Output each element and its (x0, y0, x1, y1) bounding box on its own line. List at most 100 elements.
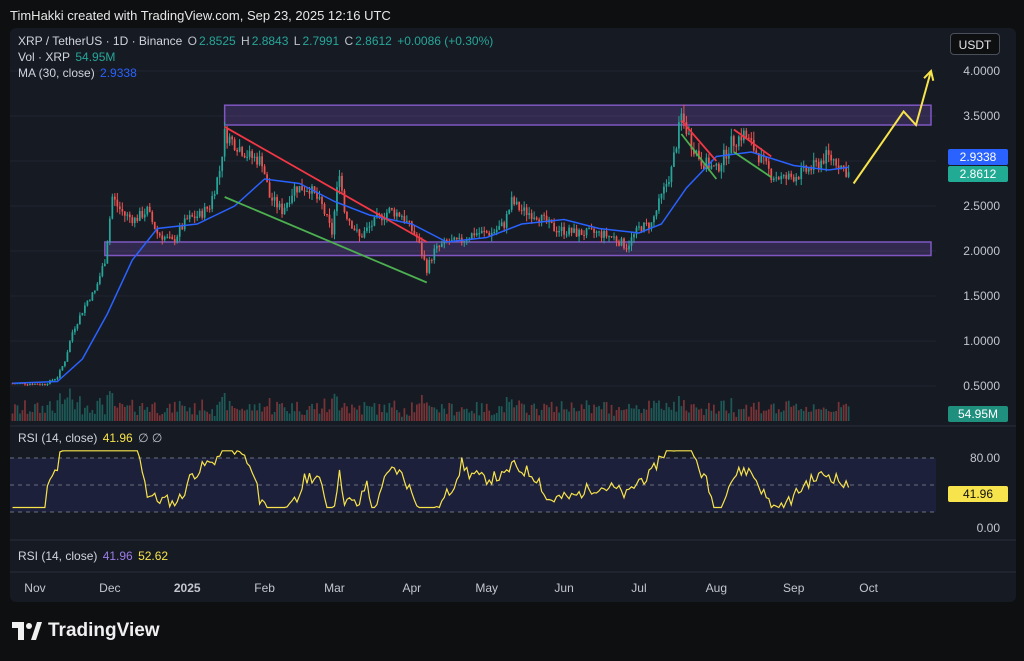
volume-bar (510, 399, 513, 421)
candle-body (685, 121, 688, 135)
candle-body (158, 233, 161, 236)
candle-body (328, 214, 331, 223)
volume-bar (11, 413, 14, 421)
close-value: 2.8612 (355, 34, 392, 48)
volume-bar (291, 403, 293, 421)
volume-bar (608, 413, 610, 421)
candle-body (717, 163, 720, 172)
candle-body (540, 214, 543, 223)
candle-body (296, 186, 298, 193)
volume-bar (797, 410, 800, 421)
volume-bar (503, 412, 506, 421)
volume-label[interactable]: Vol · XRP (18, 50, 71, 64)
candle-body (11, 383, 14, 385)
tradingview-logo[interactable]: TradingView (12, 620, 160, 642)
candle-body (800, 167, 803, 180)
volume-bar (418, 403, 421, 421)
volume-bar (618, 407, 620, 421)
volume-bar (473, 413, 476, 421)
candle-body (81, 312, 84, 316)
volume-bar (580, 404, 583, 421)
candle-body (817, 161, 820, 169)
rsi2-label[interactable]: RSI (14, close) (18, 549, 98, 563)
candle-body (785, 175, 788, 179)
volume-bar (293, 411, 296, 421)
volume-bar (560, 401, 563, 421)
volume-bar (533, 403, 536, 421)
candle-body (156, 229, 159, 234)
volume-bar (251, 410, 253, 421)
volume-bar (485, 403, 488, 421)
candlestick-chart[interactable]: 4.00003.50003.00002.50002.00001.50001.00… (10, 28, 1016, 602)
candle-body (143, 214, 146, 218)
volume-bar (81, 414, 84, 421)
candle-body (715, 163, 718, 166)
chart-panel[interactable]: 4.00003.50003.00002.50002.00001.50001.00… (10, 28, 1016, 602)
volume-bar (785, 401, 788, 421)
volume-bar (817, 408, 820, 421)
volume-bar (460, 407, 463, 421)
volume-bar (645, 409, 648, 421)
candle-body (131, 217, 134, 224)
candle-body (391, 207, 393, 210)
candle-body (810, 168, 813, 171)
rsi-value: 41.96 (102, 431, 133, 445)
volume-bar (653, 400, 655, 421)
volume-bar (186, 411, 189, 421)
volume-bar (745, 404, 748, 421)
volume-bar (613, 415, 615, 421)
candle-body (191, 215, 194, 217)
volume-bar (443, 408, 446, 421)
candle-body (698, 150, 700, 159)
candle-body (458, 237, 461, 240)
volume-bar (490, 415, 493, 421)
candle-body (153, 221, 156, 230)
volume-bar (553, 411, 555, 421)
volume-bar (715, 413, 718, 421)
volume-bar (263, 406, 266, 421)
volume-bar (740, 409, 743, 421)
volume-bar (341, 407, 343, 421)
rsi-label[interactable]: RSI (14, close) (18, 431, 98, 445)
candle-body (508, 209, 511, 214)
candle-body (348, 218, 351, 222)
candle-body (683, 113, 685, 122)
symbol-label[interactable]: XRP / TetherUS · 1D · Binance (18, 34, 183, 48)
volume-bar (106, 395, 109, 421)
candle-body (653, 216, 655, 223)
currency-button[interactable]: USDT (950, 33, 1000, 55)
volume-bar (835, 410, 838, 421)
candle-body (465, 240, 468, 242)
candle-body (148, 206, 151, 212)
volume-bar (425, 402, 428, 421)
rsi-axis-label: 80.00 (970, 451, 1000, 465)
candle-body (538, 219, 541, 223)
candle-body (46, 383, 49, 386)
volume-bar (600, 409, 603, 421)
candle-body (318, 197, 321, 199)
volume-bar (488, 410, 491, 421)
candle-body (361, 236, 363, 238)
volume-bar (782, 410, 785, 421)
volume-bar (331, 398, 333, 421)
volume-bar (762, 410, 765, 421)
trendline-resist (680, 119, 718, 162)
rsi-price-tag: 41.96 (948, 486, 1008, 502)
volume-bar (206, 411, 209, 421)
candle-body (336, 186, 338, 212)
candle-body (91, 292, 94, 301)
candle-body (737, 136, 740, 147)
candle-body (700, 158, 703, 166)
candle-body (59, 370, 61, 378)
ma-label[interactable]: MA (30, close) (18, 66, 95, 80)
tradingview-logo-icon (12, 622, 42, 640)
volume-bar (683, 400, 685, 421)
candle-body (433, 248, 436, 261)
volume-bar (221, 396, 224, 421)
volume-bar (316, 403, 318, 421)
candle-body (278, 203, 281, 208)
volume-bar (575, 411, 578, 421)
volume-bar (183, 406, 186, 421)
volume-bar (301, 414, 303, 421)
volume-bar (725, 410, 728, 421)
